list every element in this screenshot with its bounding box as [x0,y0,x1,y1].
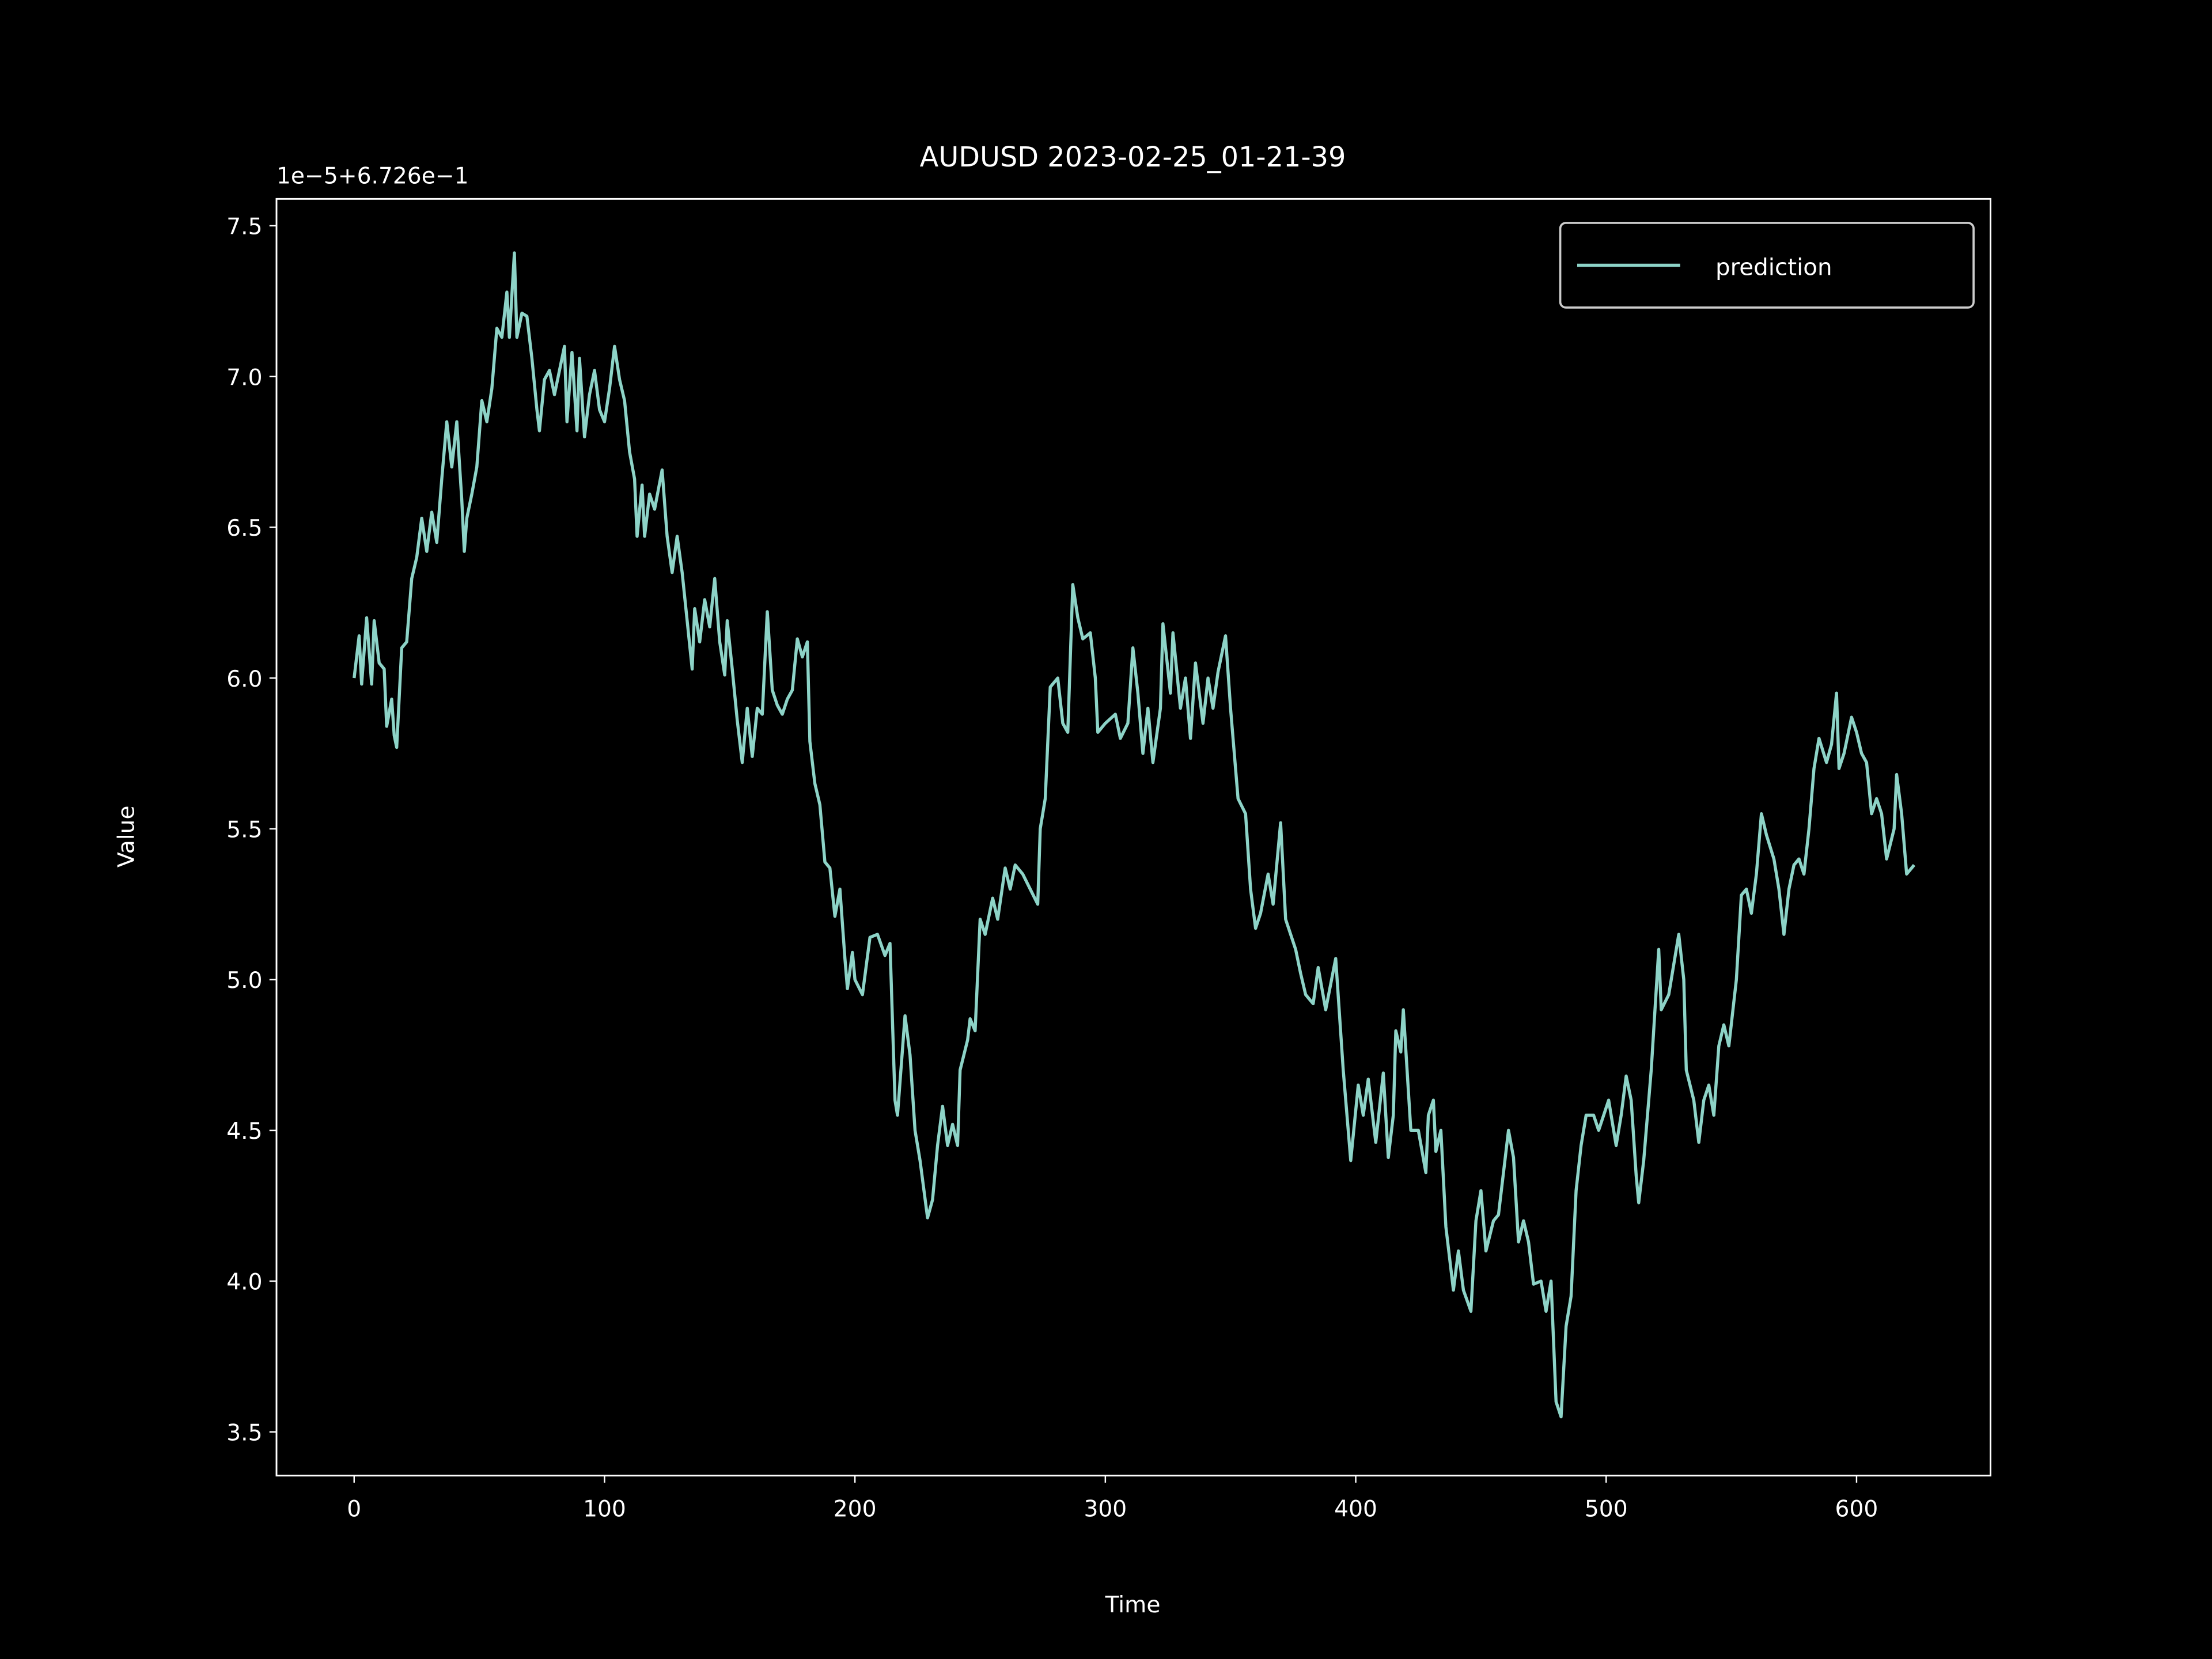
x-tick-label: 500 [1585,1497,1628,1522]
y-tick-label: 5.5 [226,817,262,843]
chart-title: AUDUSD 2023-02-25_01-21-39 [920,142,1346,173]
y-tick-label: 3.5 [226,1420,262,1446]
axes-frame [275,198,1991,1477]
x-axis-label: Time [1105,1592,1161,1618]
x-tick-label: 100 [583,1497,626,1522]
x-tick-label: 300 [1084,1497,1127,1522]
y-offset-text: 1e−5+6.726e−1 [276,163,469,189]
x-tick-label: 600 [1835,1497,1878,1522]
y-tick-label: 7.5 [226,214,262,240]
legend-box [1559,222,1975,309]
y-tick-label: 4.0 [226,1270,262,1296]
x-tick-label: 200 [834,1497,877,1522]
y-axis-label: Value [114,805,140,868]
y-tick-label: 4.5 [226,1119,262,1145]
series-line [353,251,1915,1419]
y-tick-label: 6.5 [226,516,262,541]
y-tick-label: 7.0 [226,365,262,391]
y-tick-label: 5.0 [226,968,262,994]
legend-label: prediction [1715,253,1832,281]
x-tick-label: 0 [347,1497,361,1522]
x-tick-label: 400 [1334,1497,1377,1522]
y-tick-label: 6.0 [226,666,262,692]
